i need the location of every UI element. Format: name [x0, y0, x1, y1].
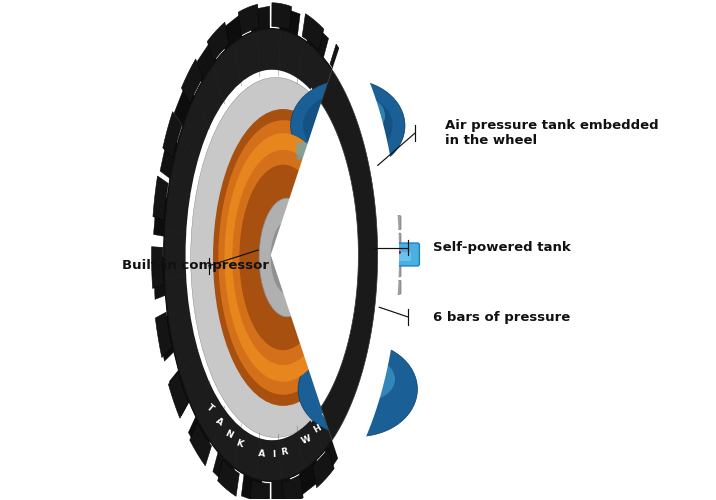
Polygon shape: [250, 480, 270, 500]
Polygon shape: [312, 448, 334, 488]
Polygon shape: [346, 382, 367, 430]
Polygon shape: [271, 32, 399, 477]
Text: Air pressure tank embedded
in the wheel: Air pressure tank embedded in the wheel: [445, 119, 659, 147]
Polygon shape: [374, 210, 388, 253]
Ellipse shape: [348, 160, 357, 166]
Text: E: E: [321, 411, 332, 422]
Ellipse shape: [330, 357, 395, 402]
FancyBboxPatch shape: [357, 244, 372, 266]
Polygon shape: [279, 7, 300, 40]
Ellipse shape: [190, 78, 361, 438]
Polygon shape: [208, 22, 229, 62]
Polygon shape: [378, 222, 390, 264]
Text: R: R: [281, 448, 289, 458]
Polygon shape: [164, 28, 319, 481]
FancyBboxPatch shape: [372, 216, 401, 230]
FancyBboxPatch shape: [332, 252, 411, 261]
Polygon shape: [241, 470, 262, 500]
Ellipse shape: [213, 146, 319, 369]
Polygon shape: [365, 148, 384, 196]
Ellipse shape: [218, 120, 348, 394]
Polygon shape: [353, 92, 373, 138]
Text: T: T: [205, 402, 216, 413]
Polygon shape: [155, 312, 172, 358]
Polygon shape: [373, 290, 389, 334]
Polygon shape: [163, 112, 182, 158]
Polygon shape: [271, 473, 291, 500]
FancyBboxPatch shape: [372, 233, 401, 247]
Text: N: N: [223, 428, 235, 440]
Polygon shape: [339, 406, 360, 451]
Ellipse shape: [164, 28, 377, 481]
Polygon shape: [213, 448, 236, 489]
Polygon shape: [372, 273, 388, 317]
Text: I: I: [271, 450, 275, 459]
Ellipse shape: [303, 92, 392, 160]
Ellipse shape: [239, 164, 327, 350]
FancyBboxPatch shape: [372, 263, 401, 277]
Polygon shape: [170, 368, 190, 416]
Polygon shape: [195, 40, 218, 86]
Text: Built-in compressor: Built-in compressor: [122, 260, 268, 272]
Polygon shape: [188, 413, 211, 460]
Ellipse shape: [298, 342, 417, 436]
Text: L: L: [338, 378, 348, 388]
Polygon shape: [302, 14, 324, 51]
Ellipse shape: [291, 80, 405, 172]
Ellipse shape: [213, 109, 353, 406]
Text: W: W: [300, 434, 313, 446]
Polygon shape: [272, 2, 291, 30]
Ellipse shape: [271, 220, 306, 294]
Ellipse shape: [321, 94, 385, 138]
Polygon shape: [238, 4, 259, 35]
Polygon shape: [158, 314, 176, 361]
Text: A: A: [258, 449, 266, 458]
Text: H: H: [311, 424, 322, 435]
Polygon shape: [152, 246, 164, 288]
Ellipse shape: [259, 198, 315, 317]
Polygon shape: [181, 59, 203, 104]
Polygon shape: [369, 152, 386, 198]
Polygon shape: [362, 330, 382, 378]
Polygon shape: [330, 44, 352, 88]
Ellipse shape: [224, 133, 342, 382]
Polygon shape: [153, 257, 168, 300]
Text: A: A: [214, 416, 225, 428]
Text: 6 bars of pressure: 6 bars of pressure: [433, 310, 570, 324]
FancyBboxPatch shape: [329, 243, 420, 266]
Text: Self-powered tank: Self-powered tank: [433, 241, 571, 254]
Polygon shape: [218, 460, 239, 496]
Polygon shape: [153, 176, 168, 220]
Polygon shape: [324, 424, 347, 470]
Polygon shape: [306, 20, 329, 62]
Polygon shape: [283, 475, 303, 500]
Polygon shape: [330, 50, 353, 97]
Ellipse shape: [232, 150, 334, 365]
Ellipse shape: [185, 70, 361, 440]
Polygon shape: [221, 15, 243, 54]
Ellipse shape: [296, 300, 385, 345]
Ellipse shape: [296, 164, 385, 210]
Text: E: E: [330, 396, 341, 406]
Polygon shape: [359, 352, 379, 398]
Polygon shape: [351, 94, 372, 142]
Ellipse shape: [252, 164, 339, 350]
Polygon shape: [250, 6, 270, 37]
Text: K: K: [235, 438, 244, 449]
FancyBboxPatch shape: [296, 142, 364, 160]
Polygon shape: [160, 132, 180, 180]
FancyBboxPatch shape: [357, 211, 383, 298]
Polygon shape: [168, 372, 188, 418]
Polygon shape: [190, 422, 211, 466]
Polygon shape: [153, 193, 169, 236]
Polygon shape: [174, 80, 196, 128]
Polygon shape: [299, 456, 321, 495]
Polygon shape: [321, 70, 377, 440]
FancyBboxPatch shape: [372, 280, 401, 294]
